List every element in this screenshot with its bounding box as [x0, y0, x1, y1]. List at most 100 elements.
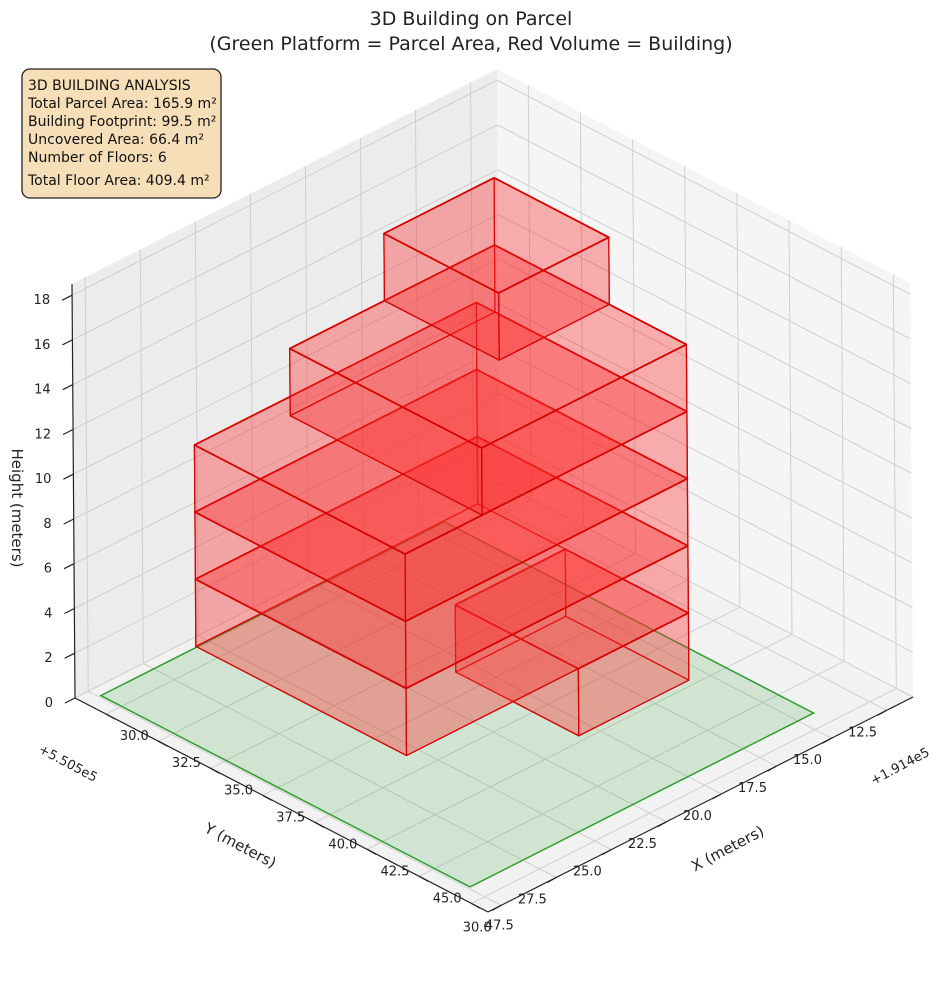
grid-line-y-floor [87, 690, 502, 906]
x-tick-label: 42.5 [381, 864, 410, 879]
y-tick-mark [491, 904, 502, 911]
grid-line-x-wall [527, 85, 532, 500]
x-tick-mark [158, 740, 168, 747]
z-tick-mark [62, 384, 73, 391]
grid-line-y-wall [304, 165, 309, 580]
x-tick-label: 37.5 [276, 810, 305, 825]
z-axis-line [71, 283, 76, 699]
y-tick-label: 15.0 [793, 753, 822, 768]
y-tick-mark [602, 849, 612, 856]
x-tick-mark [262, 794, 272, 801]
y-tick-mark [822, 737, 832, 744]
y-axis-line [74, 697, 489, 913]
z-tick-mark [62, 339, 73, 346]
chart-subtitle: (Green Platform = Parcel Area, Red Volum… [209, 33, 732, 55]
grid-line-z-right [497, 169, 911, 385]
y-tick-label: 22.5 [628, 837, 657, 852]
x-tick-mark [314, 821, 325, 828]
grid-line-y-floor [418, 523, 832, 739]
x-axis-label: X (meters) [688, 822, 767, 875]
grid-line-y-floor [253, 607, 667, 823]
x-tick-mark [106, 713, 116, 720]
y-tick-mark [712, 793, 722, 800]
info-building-footprint: Building Footprint: 99.5 m² [28, 114, 216, 130]
left-pane [72, 69, 500, 698]
z-tick-mark [64, 607, 75, 615]
x-axis-line [487, 696, 914, 913]
x-tick-mark [418, 875, 429, 882]
x-tick-mark [210, 767, 220, 774]
info-box: 3D BUILDING ANALYSIS Total Parcel Area: … [21, 68, 222, 199]
grid-line-y-floor [473, 495, 887, 711]
axis-lines [71, 283, 914, 913]
z-tick-label: 6 [44, 562, 52, 577]
x-tick-mark [366, 848, 377, 855]
y-tick-label: 12.5 [848, 725, 877, 740]
x-tick-label: 45.0 [433, 891, 462, 906]
grid-line-x-floor [210, 552, 636, 769]
y-tick-label: 27.5 [518, 893, 547, 908]
x-tick-label: 40.0 [328, 837, 357, 852]
y-axis-label: Y (meters) [201, 819, 280, 872]
grid-line-z-left [73, 348, 500, 565]
z-tick-mark [63, 473, 74, 480]
floor-pane [75, 483, 913, 912]
grid-line-x-floor [471, 687, 897, 904]
z-tick-mark [63, 518, 74, 525]
floor-face [288, 244, 688, 449]
parcel-polygon [99, 520, 816, 888]
grid-line-x-floor [106, 498, 532, 715]
grid-line-z-right [498, 348, 913, 564]
z-tick-mark [64, 697, 76, 704]
grid-line-z-left [74, 482, 501, 699]
y-tick-label: 30.0 [463, 920, 492, 935]
grid-line-y-wall [139, 249, 144, 664]
grid-line-z-left [72, 214, 499, 430]
info-uncovered-area: Uncovered Area: 66.4 m² [28, 132, 204, 148]
y-tick-label: 17.5 [738, 781, 767, 796]
z-tick-mark [61, 294, 73, 301]
grid-lines [71, 79, 914, 906]
info-total-floor-area: Total Floor Area: 409.4 m² [27, 173, 210, 189]
grid-line-x-floor [314, 606, 741, 823]
grid-line-z-left [73, 303, 499, 520]
grid-line-x-wall [579, 112, 584, 527]
z-tick-label: 14 [34, 383, 51, 398]
grid-line-y-floor [198, 635, 612, 851]
grid-line-z-left [72, 124, 498, 341]
grid-line-z-right [499, 393, 913, 608]
grid-line-y-floor [363, 551, 777, 767]
z-tick-label: 0 [45, 696, 53, 711]
building-volume [193, 176, 690, 757]
z-tick-mark [62, 428, 74, 436]
axis-panes [72, 69, 913, 912]
grid-line-x-floor [366, 633, 793, 850]
y-tick-mark [657, 821, 667, 828]
floor-block-3 [193, 368, 689, 690]
grid-line-x-wall [736, 193, 741, 608]
grid-line-x-wall [840, 247, 845, 662]
grid-line-x-floor [418, 660, 845, 877]
grid-line-z-right [499, 482, 914, 698]
grid-line-z-right [499, 437, 913, 653]
info-box-background [21, 68, 222, 199]
chart-title: 3D Building on Parcel [370, 8, 573, 30]
x-tick-label: 30.0 [120, 729, 149, 744]
grid-line-z-left [73, 258, 499, 475]
grid-line-y-wall [194, 221, 199, 636]
right-pane [497, 69, 913, 697]
grid-line-z-left [74, 437, 500, 654]
grid-line-y-floor [143, 663, 557, 878]
grid-line-z-right [497, 214, 912, 429]
grid-line-x-wall [892, 274, 897, 689]
grid-line-z-right [498, 303, 912, 519]
info-title: 3D BUILDING ANALYSIS [28, 78, 191, 94]
z-tick-label: 16 [34, 338, 51, 353]
grid-line-y-wall [360, 138, 364, 553]
z-tick-label: 2 [44, 651, 52, 666]
grid-line-z-left [71, 79, 498, 296]
x-tick-label: 47.5 [485, 918, 514, 933]
grid-line-y-floor [308, 579, 722, 795]
parcel-platform [99, 520, 816, 888]
